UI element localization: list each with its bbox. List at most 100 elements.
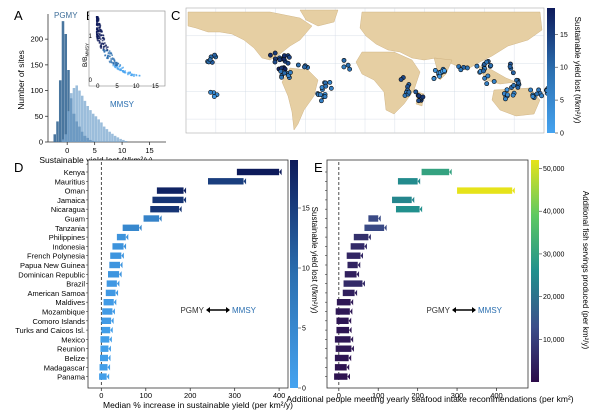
scatter-point — [108, 51, 110, 54]
hist-bar-pgmy — [53, 134, 57, 142]
map-site-point — [398, 77, 404, 82]
scatter-point — [129, 71, 131, 74]
panel-e-cbtick: 50,000 — [543, 166, 565, 173]
panel-e-bar-arrow — [449, 168, 452, 176]
panel-d-bar-arrow — [279, 168, 282, 176]
hist-bar-mmsy — [69, 93, 73, 142]
panel-d-bar-arrow — [159, 215, 162, 222]
scatter-point — [102, 34, 105, 37]
scatter-point — [96, 16, 98, 18]
hist-bar-mmsy — [67, 111, 70, 142]
panel-e-range-bar — [342, 289, 355, 297]
map-site-point — [431, 76, 437, 82]
panel-e-bar-arrow — [348, 317, 352, 324]
scatter-point — [110, 58, 112, 60]
panel-d-category-label: Reunion — [57, 345, 85, 354]
panel-d-yield-increase: KenyaMauritiusOmanJamaicaNicaraguaGuamTa… — [15, 159, 319, 410]
panel-c-cbtick: 0 — [560, 131, 564, 138]
hist-bar-mmsy — [119, 138, 122, 142]
scatter-point — [123, 71, 126, 74]
map-site-point — [341, 57, 347, 63]
panel-d-cbtick: 10 — [302, 266, 310, 273]
panel-d-category-label: French Polynesia — [27, 252, 86, 261]
scatter-point — [104, 54, 107, 56]
panel-e-range-bar — [335, 308, 350, 315]
scatter-point — [97, 22, 100, 25]
scatter-point — [130, 74, 133, 76]
panel-d-range-bar — [106, 280, 117, 287]
hist-bar-mmsy — [91, 113, 95, 142]
scatter-point — [100, 47, 102, 49]
panel-e-bar-arrow — [347, 373, 350, 380]
panel-e-range-bar — [344, 271, 357, 278]
panel-d-xtick: 0 — [99, 391, 103, 400]
map-site-point — [345, 62, 351, 68]
scatter-point — [127, 73, 129, 76]
hist-bar-mmsy — [122, 139, 125, 142]
panel-d-range-bar — [143, 215, 160, 222]
scatter-point — [98, 40, 101, 43]
panel-d-bar-arrow — [243, 178, 247, 185]
map-site-point — [474, 63, 480, 69]
panel-d-bar-arrow — [109, 336, 112, 343]
scatter-point — [116, 68, 119, 70]
scatter-point — [106, 57, 108, 60]
panel-e-bar-arrow — [378, 215, 381, 222]
panel-d-category-label: American Samoa — [27, 289, 85, 298]
scatter-point — [110, 61, 113, 63]
map-site-point — [516, 80, 521, 86]
panel-e-pgmy-text: PGMY — [426, 306, 450, 315]
scatter-point — [105, 45, 107, 47]
hist-bar-pgmy — [58, 80, 62, 142]
panel-b-ylabel: B/BMMSY — [82, 43, 90, 67]
panel-e-cbtick: 10,000 — [543, 337, 565, 344]
panel-d-bar-arrow — [116, 280, 120, 287]
scatter-point — [98, 26, 100, 29]
scatter-point — [121, 70, 124, 72]
panel-d-xtick: 100 — [140, 391, 153, 400]
panel-e-range-bar — [353, 233, 369, 241]
map-site-point — [485, 73, 491, 79]
scatter-point — [114, 66, 117, 69]
panel-e-bar-arrow — [360, 252, 363, 259]
hist-bar-pgmy — [64, 34, 68, 142]
panel-e-range-bar — [343, 280, 363, 287]
panel-a-xtick: 0 — [65, 146, 69, 155]
panel-d-pgmy-text: PGMY — [180, 306, 204, 315]
panel-d-range-bar — [150, 206, 180, 213]
panel-e-range-bar — [421, 168, 450, 176]
panel-d-xlabel: Median % increase in sustainable yield (… — [103, 400, 293, 410]
panel-e-bar-arrow — [362, 280, 365, 287]
scatter-point — [96, 29, 99, 31]
panel-d-category-label: Kenya — [64, 168, 86, 177]
scatter-point — [96, 34, 98, 36]
panel-d-range-bar — [116, 233, 126, 241]
scatter-point — [96, 24, 98, 26]
map-site-point — [484, 81, 490, 87]
panel-a-ytick: 150 — [30, 60, 43, 69]
panel-e-range-bar — [334, 364, 347, 371]
panel-b-ytick: 0 — [89, 78, 93, 84]
scatter-point — [106, 56, 109, 58]
scatter-point — [115, 61, 118, 64]
panel-e-bar-arrow — [384, 224, 387, 231]
panel-c-map: 0 5 10 15 Sustainable yield lost (t/km²/y) — [185, 7, 582, 138]
map-site-point — [505, 92, 510, 98]
panel-d-category-label: Mozambique — [42, 308, 85, 317]
map-site-point — [272, 50, 278, 56]
panel-a-xtick: 5 — [93, 146, 97, 155]
hist-bar-mmsy — [72, 88, 76, 142]
scatter-point — [123, 70, 126, 73]
map-site-point — [318, 92, 323, 98]
panel-a-mmsy-label: MMSY — [110, 100, 135, 109]
panel-e-cbtick: 20,000 — [543, 294, 565, 301]
panel-d-range-bar — [156, 187, 184, 194]
panel-d-range-bar — [99, 373, 107, 380]
scatter-point — [100, 42, 103, 45]
scatter-point — [99, 38, 102, 40]
scatter-point — [96, 22, 98, 24]
scatter-point — [99, 29, 102, 31]
panel-e-colorbar-label: Additional fish servings produced (per k… — [581, 191, 590, 350]
map-site-point — [281, 70, 287, 76]
panel-c-colorbar-label: Sustainable yield lost (t/km²/y) — [573, 17, 582, 124]
